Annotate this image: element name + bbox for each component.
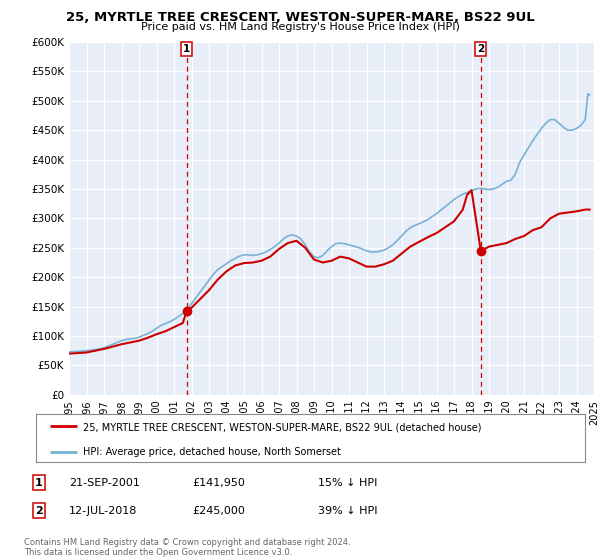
Text: £141,950: £141,950 (192, 478, 245, 488)
Text: £245,000: £245,000 (192, 506, 245, 516)
Text: 12-JUL-2018: 12-JUL-2018 (69, 506, 137, 516)
Text: 21-SEP-2001: 21-SEP-2001 (69, 478, 140, 488)
Text: 1: 1 (183, 44, 190, 54)
Text: 1: 1 (35, 478, 43, 488)
Text: 25, MYRTLE TREE CRESCENT, WESTON-SUPER-MARE, BS22 9UL: 25, MYRTLE TREE CRESCENT, WESTON-SUPER-M… (65, 11, 535, 24)
Text: 25, MYRTLE TREE CRESCENT, WESTON-SUPER-MARE, BS22 9UL (detached house): 25, MYRTLE TREE CRESCENT, WESTON-SUPER-M… (83, 422, 481, 432)
Text: Contains HM Land Registry data © Crown copyright and database right 2024.
This d: Contains HM Land Registry data © Crown c… (24, 538, 350, 557)
Text: 39% ↓ HPI: 39% ↓ HPI (318, 506, 377, 516)
Text: Price paid vs. HM Land Registry's House Price Index (HPI): Price paid vs. HM Land Registry's House … (140, 22, 460, 32)
Text: HPI: Average price, detached house, North Somerset: HPI: Average price, detached house, Nort… (83, 447, 341, 458)
Text: 15% ↓ HPI: 15% ↓ HPI (318, 478, 377, 488)
Text: 2: 2 (35, 506, 43, 516)
Text: 2: 2 (477, 44, 484, 54)
